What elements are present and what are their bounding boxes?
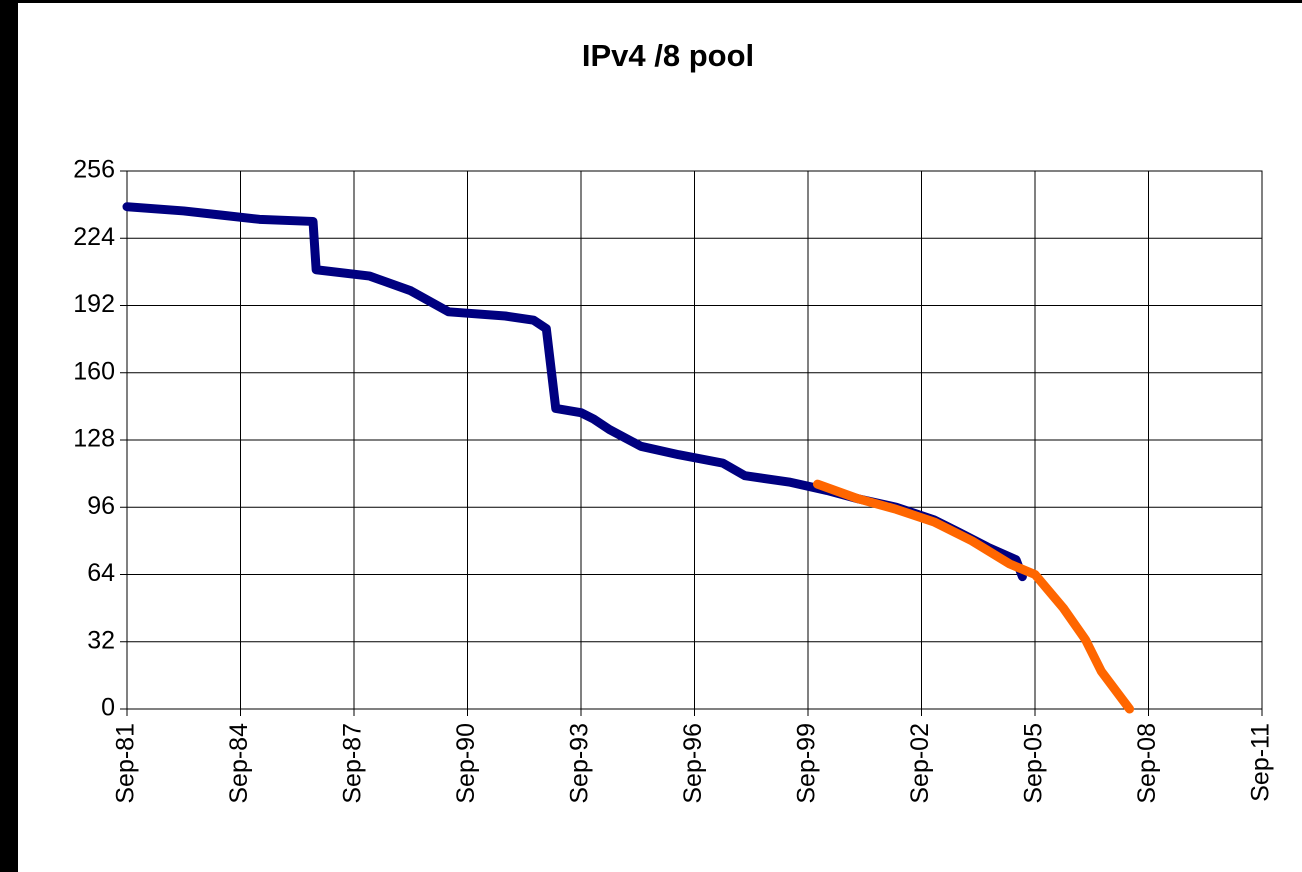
x-tick-label: Sep-96 [679,723,707,804]
x-tick-label: Sep-81 [112,723,140,804]
chart-title: IPv4 /8 pool [582,38,754,73]
y-tick-label: 256 [73,156,115,184]
y-tick-label: 32 [87,626,115,654]
x-tick-label: Sep-99 [793,723,821,804]
y-tick-label: 160 [73,357,115,385]
y-tick-label: 128 [73,425,115,453]
x-tick-label: Sep-87 [339,723,367,804]
plot-border [126,170,1263,710]
x-tick-label: Sep-84 [225,723,253,804]
y-tick-label: 96 [87,492,115,520]
y-tick-label: 192 [73,290,115,318]
y-tick-label: 224 [73,223,115,251]
data-line [812,479,1135,714]
x-tick-label: Sep-02 [906,723,934,804]
y-tick-label: 64 [87,559,115,587]
x-tick-label: Sep-90 [452,723,480,804]
x-tick-label: Sep-05 [1020,723,1048,804]
x-tick-label: Sep-93 [566,723,594,804]
y-tick-label: 0 [101,694,115,722]
x-tick-label: Sep-11 [1247,723,1275,802]
chart-background [18,3,1302,872]
x-tick-label: Sep-08 [1133,723,1161,804]
